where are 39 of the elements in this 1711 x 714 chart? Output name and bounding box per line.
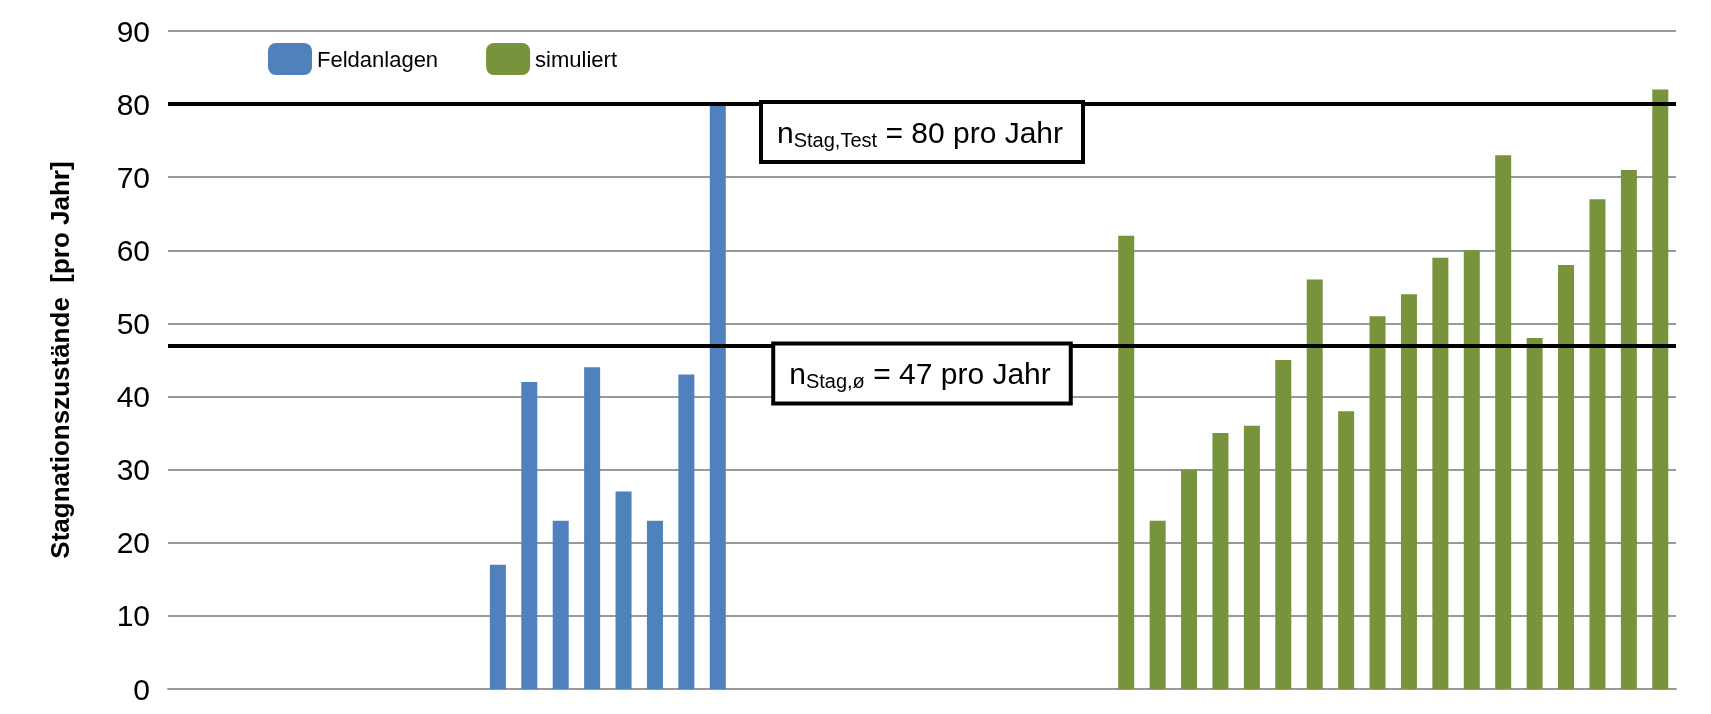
bar (1212, 433, 1229, 689)
y-tick-label: 90 (116, 14, 150, 48)
bar (1526, 338, 1543, 689)
bar (521, 381, 538, 689)
legend-label: Feldanlagen (317, 46, 439, 72)
bar (1149, 520, 1166, 689)
bar (646, 520, 663, 689)
bar (1589, 199, 1606, 689)
legend-label: simuliert (535, 46, 617, 72)
y-tick-label: 50 (116, 306, 150, 340)
y-tick-label: 30 (116, 453, 150, 487)
bar (1400, 294, 1417, 689)
y-tick-label: 10 (116, 599, 150, 633)
bar (1181, 469, 1198, 689)
bar (709, 104, 726, 689)
bar (552, 520, 569, 689)
y-tick-label: 20 (116, 526, 150, 560)
bar (1338, 411, 1355, 689)
bar (1369, 316, 1386, 689)
bar (489, 564, 506, 689)
y-tick-label: 0 (133, 672, 150, 706)
y-tick-label: 40 (116, 380, 150, 414)
bar (615, 491, 632, 689)
y-axis-title: Stagnationszustände [pro Jahr] (45, 161, 75, 559)
bar (584, 367, 601, 689)
bar (1463, 250, 1480, 689)
y-tick-label: 70 (116, 160, 150, 194)
bar (1558, 264, 1575, 689)
bar (1432, 257, 1449, 689)
bar (1495, 155, 1512, 689)
bar (1652, 89, 1669, 689)
y-tick-label: 60 (116, 233, 150, 267)
y-tick-label: 80 (116, 87, 150, 121)
bar (1243, 425, 1260, 689)
bar (1620, 169, 1637, 689)
bar (1118, 235, 1135, 689)
bar (678, 374, 695, 689)
bar (1275, 360, 1292, 689)
bar (1306, 279, 1323, 689)
